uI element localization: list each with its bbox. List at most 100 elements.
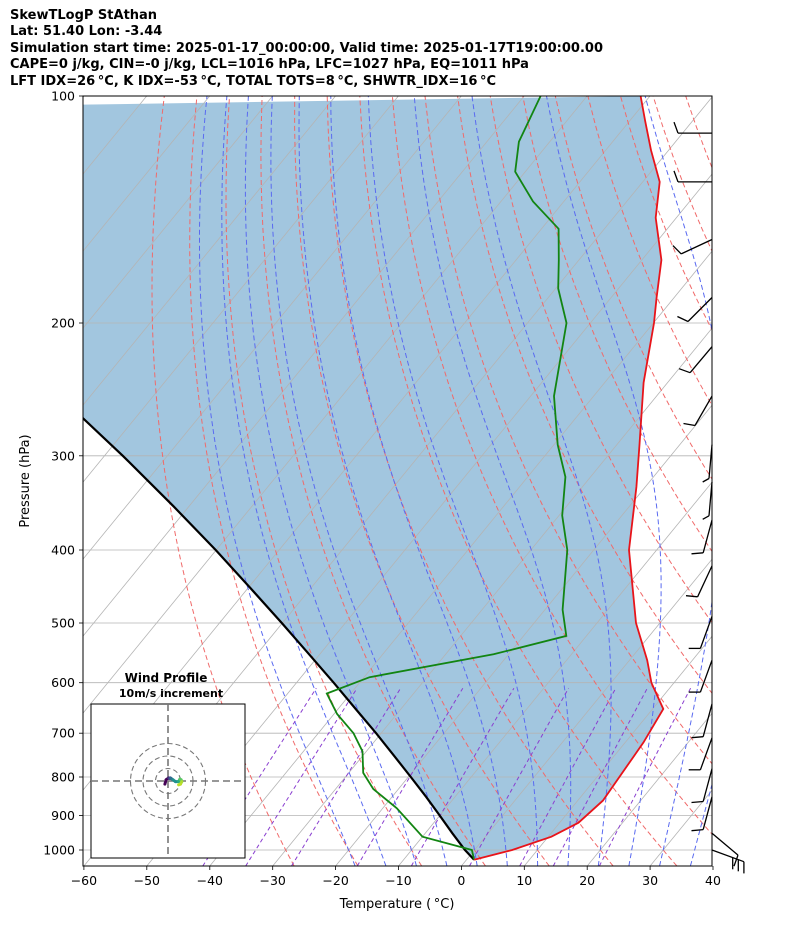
dry-adiabat [783,96,794,866]
wind-barb [673,121,712,134]
moist-adiabat-lines [199,96,712,866]
y-tick-label: 900 [51,808,75,823]
hodograph-subtitle: 10m/s increment [119,687,223,700]
station-coordinates: Lat: 51.40 Lon: -3.44 [10,24,163,40]
dry-adiabat [718,96,794,866]
isotherm [83,96,273,329]
wind-barb-staff [702,768,713,802]
isotherm [335,404,712,866]
x-tick-label: 10 [516,873,532,888]
wind-barb-flag [702,477,710,483]
wind-barb-staff [689,346,713,374]
isotherm [146,173,712,866]
isotherm [83,96,211,252]
wind-barb-staff [687,297,713,322]
wind-barb-staff [697,565,713,598]
moist-adiabat [413,96,572,866]
wind-barb-flag [691,828,704,832]
wind-barb-flag [691,736,704,739]
temperature-line [473,96,665,861]
wind-barb [688,737,713,771]
dry-adiabat [225,96,423,866]
cape-cin-shading [83,96,664,860]
x-tick-label: −20 [322,873,348,888]
wind-barb-flag [691,552,704,555]
wind-barb [711,849,745,874]
x-tick-label: 40 [705,873,721,888]
moist-adiabat [199,96,356,866]
x-tick-label: −10 [385,873,411,888]
dry-adiabat [751,96,794,866]
wind-barb-staff [699,737,713,771]
wind-barb [691,519,713,555]
wind-barb-flag [685,595,698,598]
wind-barb [691,768,713,804]
plot-content [83,96,794,866]
y-axis-label: Pressure (hPa) [18,434,33,527]
wind-barb-staff [694,395,713,426]
y-tick-label: 1000 [43,843,75,858]
x-tick-label: 0 [457,873,465,888]
stability-indices: CAPE=0 j/kg, CIN=-0 j/kg, LCL=1016 hPa, … [10,57,529,73]
wind-barb-staff [711,849,745,863]
hodograph-content [91,704,245,858]
simulation-times: Simulation start time: 2025-01-17_00:00:… [10,40,603,56]
y-tick-label: 400 [51,543,75,558]
wind-barb-staff [711,832,739,856]
hodograph-segment [177,782,182,787]
isotherm [83,96,399,483]
dry-adiabat-lines [151,96,794,866]
wind-barb [683,395,713,427]
moist-adiabat [330,96,508,866]
wind-barb [678,346,713,374]
wind-barb-staff [680,238,713,255]
mixing-ratio-line [519,687,617,866]
wind-barb [688,616,713,650]
moist-adiabat [244,96,417,866]
mixing-ratio-line [552,687,648,866]
dry-adiabat [189,96,359,866]
wind-barb-flag [683,422,696,427]
dry-adiabat [359,96,678,866]
wind-barb-staff [699,616,713,649]
chart-header: SkewTLogP StAthan Lat: 51.40 Lon: -3.44 … [10,8,603,90]
x-tick-label: 30 [642,873,658,888]
x-tick-label: 20 [579,873,595,888]
dry-adiabat [260,96,486,866]
y-tick-label: 800 [51,770,75,785]
moist-adiabat [298,96,478,866]
isotherm [398,481,712,866]
isotherm [776,96,794,866]
dry-adiabat [151,96,295,866]
dry-adiabat [391,96,712,835]
wind-barb-flag [691,800,704,804]
wind-barb-flag [733,854,739,867]
isotherm [272,327,712,866]
isotherm [83,96,525,637]
wind-barb [677,297,713,323]
wind-barb-staff [699,659,713,693]
wind-profile-inset: Wind Profile 10m/s increment [90,671,246,859]
y-tick-label: 200 [51,316,75,331]
isotherm [713,96,794,866]
dry-adiabat [294,96,550,866]
wind-barb-staff [702,796,713,830]
mixing-ratio-line [291,687,402,866]
wind-barb-flag [677,315,689,323]
wind-barb-flag [672,245,682,255]
isotherm [83,96,85,98]
y-tick-label: 100 [51,89,75,104]
y-axis-ticks: 100 200 300 400 500 600 700 800 900 1000 [43,89,83,858]
hodograph-title: Wind Profile [125,671,208,685]
dry-adiabat [326,96,614,866]
mixing-ratio-line [598,687,692,866]
sounding-title: SkewTLogP StAthan [10,8,158,23]
x-tick-label: −50 [134,873,160,888]
x-tick-label: −40 [197,873,223,888]
wind-barb-flag [702,515,710,520]
x-axis-ticks: −60 −50 −40 −30 −20 −10 0 10 20 30 40 [71,866,721,888]
parcel-shading [83,96,664,860]
mixing-ratio-line [356,687,464,866]
mixing-ratio-line [410,687,515,866]
